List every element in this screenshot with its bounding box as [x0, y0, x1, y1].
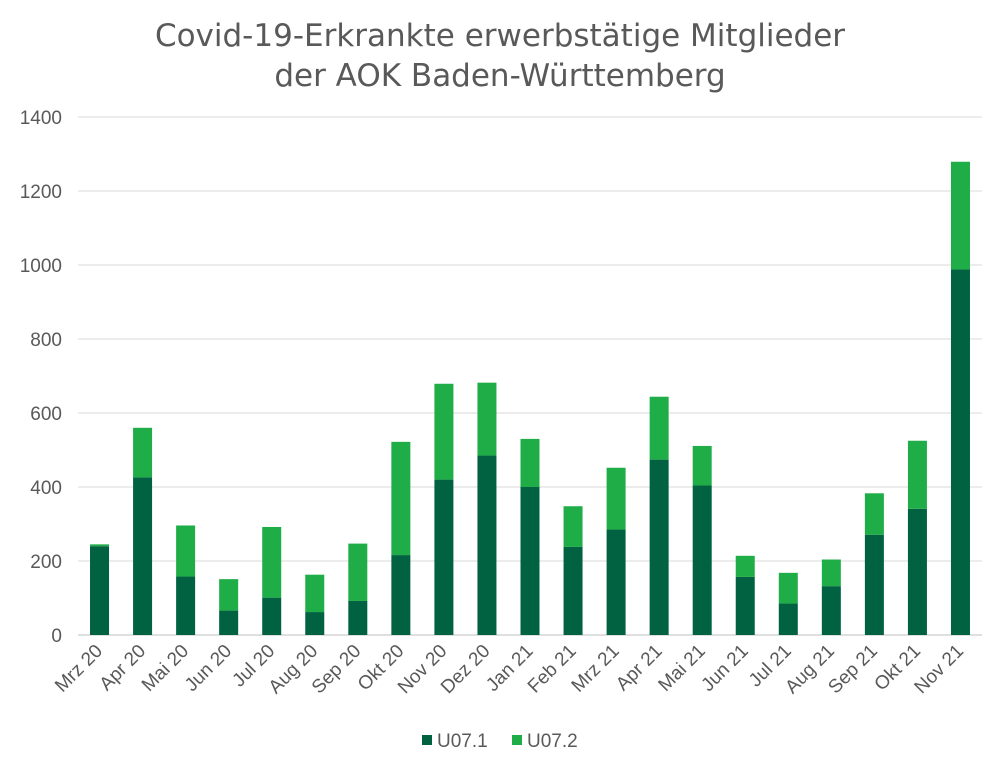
legend-swatch-u07-1	[422, 735, 432, 745]
x-tick-label-nov-21: Nov 21	[911, 641, 968, 698]
bar-u07-1-sep-20	[348, 600, 368, 635]
bar-u07-1-mai-21	[692, 485, 712, 635]
x-tick-label-mai-20: Mai 20	[138, 641, 193, 696]
legend: U07.1 U07.2	[422, 731, 578, 752]
bar-u07-2-dez-20	[477, 382, 497, 456]
bar-u07-2-apr-21	[649, 396, 669, 460]
legend-swatch-u07-2	[512, 735, 522, 745]
bar-u07-1-jun-20	[219, 610, 239, 635]
x-tick-label-mai-21: Mai 21	[655, 641, 710, 696]
bar-u07-1-okt-21	[907, 508, 927, 635]
bar-u07-2-mai-21	[692, 445, 712, 486]
bar-u07-1-mrz-20	[90, 546, 110, 635]
bar-u07-1-aug-20	[305, 612, 325, 635]
bar-u07-1-apr-20	[133, 477, 153, 635]
legend-label-u07-1: U07.1	[437, 731, 488, 752]
bar-u07-2-mai-20	[176, 525, 196, 577]
y-tick-label-600: 600	[30, 404, 62, 425]
bar-u07-1-mrz-21	[606, 529, 626, 635]
y-tick-label-1000: 1000	[20, 256, 62, 277]
bar-u07-2-mrz-21	[606, 467, 626, 530]
bar-u07-1-aug-21	[821, 586, 841, 635]
bar-u07-1-nov-20	[434, 479, 454, 635]
bars	[90, 161, 970, 635]
bar-u07-1-jul-20	[262, 597, 282, 635]
bar-u07-2-sep-21	[864, 493, 884, 535]
y-tick-label-400: 400	[30, 478, 62, 499]
bar-u07-2-aug-20	[305, 574, 325, 613]
bar-u07-2-apr-20	[133, 427, 153, 478]
bar-u07-2-nov-21	[950, 161, 970, 270]
x-tick-label-jun-20: Jun 20	[181, 641, 236, 696]
y-tick-label-800: 800	[30, 330, 62, 351]
bar-u07-2-mrz-20	[90, 544, 110, 547]
x-tick-label-sep-21: Sep 21	[824, 641, 881, 698]
bar-u07-1-okt-20	[391, 555, 411, 635]
x-tick-label-dez-20: Dez 20	[437, 641, 494, 698]
bar-u07-2-jan-21	[520, 438, 540, 487]
y-tick-label-200: 200	[30, 552, 62, 573]
bar-u07-2-sep-20	[348, 543, 368, 601]
bar-u07-1-jun-21	[735, 576, 755, 635]
x-tick-label-mrz-21: Mrz 21	[568, 641, 624, 697]
y-tick-label-1400: 1400	[20, 108, 62, 129]
legend-label-u07-2: U07.2	[527, 731, 578, 752]
x-tick-label-apr-20: Apr 20	[96, 641, 150, 695]
bar-u07-1-dez-20	[477, 455, 497, 635]
bar-u07-2-feb-21	[563, 506, 583, 547]
bar-u07-1-jul-21	[778, 603, 798, 635]
bar-u07-1-nov-21	[950, 269, 970, 635]
chart-title: Covid-19-Erkrankte erwerbstätige Mitglie…	[155, 18, 845, 54]
bar-u07-1-sep-21	[864, 534, 884, 635]
bar-u07-2-nov-20	[434, 383, 454, 480]
bar-u07-2-okt-20	[391, 441, 411, 556]
x-tick-label-jun-21: Jun 21	[698, 641, 753, 696]
y-tick-label-1200: 1200	[20, 182, 62, 203]
bar-u07-1-apr-21	[649, 459, 669, 635]
bar-u07-2-jun-20	[219, 579, 239, 611]
bar-u07-2-jun-21	[735, 555, 755, 577]
bar-u07-2-aug-21	[821, 559, 841, 587]
bar-u07-2-okt-21	[907, 440, 927, 509]
x-tick-label-mrz-20: Mrz 20	[51, 641, 107, 697]
bar-u07-2-jul-20	[262, 526, 282, 598]
y-axis-tick-labels: 0 200 400 600 800 1000 1200 1400	[20, 108, 62, 647]
x-tick-label-sep-20: Sep 20	[308, 641, 365, 698]
chart-subtitle: der AOK Baden-Württemberg	[274, 58, 725, 94]
bar-u07-1-mai-20	[176, 576, 196, 635]
bar-u07-1-feb-21	[563, 546, 583, 635]
bar-u07-1-jan-21	[520, 487, 540, 635]
x-tick-label-apr-21: Apr 21	[612, 641, 666, 695]
x-tick-label-feb-21: Feb 21	[524, 641, 581, 698]
y-tick-label-0: 0	[51, 626, 62, 647]
bar-u07-2-jul-21	[778, 572, 798, 604]
